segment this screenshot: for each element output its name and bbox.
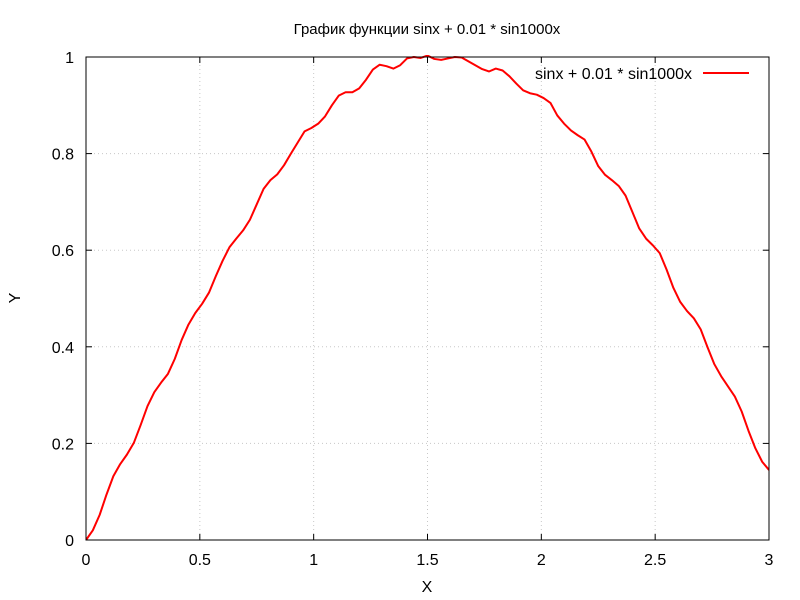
y-tick-label: 0.2 xyxy=(52,436,74,453)
chart-title: График функции sinx + 0.01 * sin1000x xyxy=(294,21,561,38)
x-tick-label: 1 xyxy=(309,552,318,569)
x-axis-label: X xyxy=(422,579,433,596)
legend: sinx + 0.01 * sin1000x xyxy=(535,66,749,83)
x-tick-label: 2.5 xyxy=(644,552,666,569)
plot-frame xyxy=(85,56,770,541)
x-tick-label: 0.5 xyxy=(189,552,211,569)
x-tick-label: 0 xyxy=(82,552,91,569)
tick-labels: 0 0.5 1 1.5 2 2.5 3 0 0.2 0.4 0.6 0.8 1 xyxy=(52,50,774,569)
y-tick-label: 0 xyxy=(65,533,74,550)
y-axis-label: Y xyxy=(7,292,24,303)
x-tick-label: 3 xyxy=(765,552,774,569)
grid xyxy=(86,57,769,540)
series-line xyxy=(86,55,769,541)
y-tick-label: 1 xyxy=(65,50,74,67)
y-tick-label: 0.4 xyxy=(52,340,74,357)
x-tick-label: 2 xyxy=(537,552,546,569)
series-layer xyxy=(86,55,769,541)
legend-label: sinx + 0.01 * sin1000x xyxy=(535,66,692,83)
y-tick-label: 0.6 xyxy=(52,243,74,260)
x-tick-label: 1.5 xyxy=(416,552,438,569)
y-tick-label: 0.8 xyxy=(52,147,74,164)
